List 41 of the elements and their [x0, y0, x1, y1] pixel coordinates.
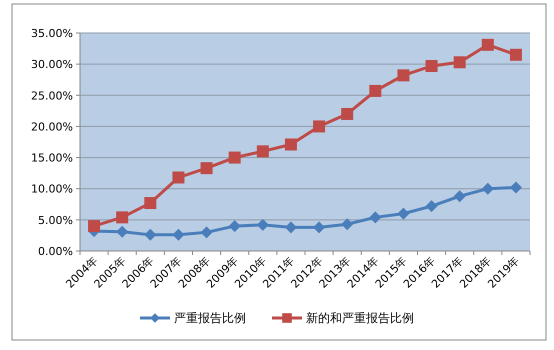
point: [256, 145, 269, 158]
point: [482, 182, 494, 195]
y-tick-label: 20.00%: [31, 120, 73, 134]
point: [397, 208, 410, 220]
point: [228, 152, 241, 164]
point: [256, 218, 269, 231]
point: [454, 56, 466, 68]
point: [482, 38, 494, 51]
point: [341, 108, 354, 120]
point: [228, 220, 241, 232]
point: [369, 84, 382, 97]
y-tick-label: 15.00%: [31, 152, 73, 165]
point: [144, 228, 156, 241]
point: [172, 172, 184, 184]
point: [510, 48, 522, 61]
point: [284, 138, 297, 150]
point: [510, 181, 522, 194]
point: [200, 162, 213, 174]
point: [313, 120, 326, 132]
point: [426, 200, 438, 212]
legend-label: 严重报告比例: [174, 311, 246, 325]
point: [369, 211, 382, 224]
point: [88, 220, 100, 232]
y-tick-label: 35.00%: [31, 27, 73, 40]
point: [200, 226, 213, 238]
legend-label: 新的和严重报告比例: [306, 311, 414, 325]
point: [313, 221, 326, 234]
point: [341, 218, 354, 230]
y-tick-label: 0.00%: [38, 245, 73, 258]
y-tick-label: 25.00%: [31, 89, 73, 102]
point: [426, 60, 438, 72]
point: [284, 221, 297, 234]
point: [116, 211, 128, 224]
y-tick-label: 10.00%: [31, 182, 73, 196]
y-tick-label: 5.00%: [38, 214, 73, 227]
point: [144, 197, 156, 210]
point: [116, 226, 128, 238]
point: [454, 190, 466, 202]
y-tick-label: 30.00%: [31, 58, 73, 72]
point: [397, 69, 410, 82]
point: [172, 228, 184, 241]
